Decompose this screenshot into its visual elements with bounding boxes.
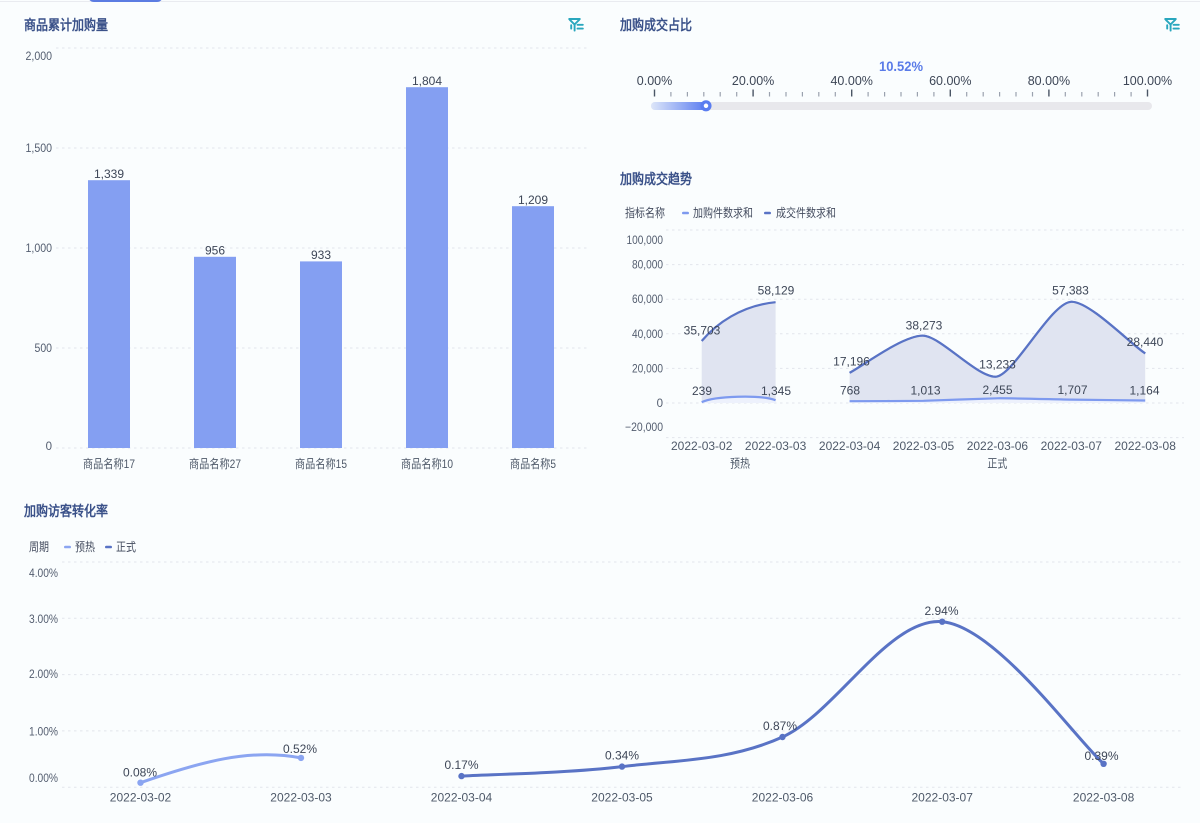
svg-text:2022-03-05: 2022-03-05 — [591, 791, 653, 805]
svg-text:60.00%: 60.00% — [929, 74, 971, 88]
svg-text:17,196: 17,196 — [833, 355, 870, 369]
svg-text:60,000: 60,000 — [632, 294, 663, 306]
svg-text:周期: 周期 — [29, 540, 49, 554]
svg-text:2,455: 2,455 — [982, 383, 1012, 397]
svg-text:13,233: 13,233 — [979, 358, 1016, 372]
svg-text:成交件数求和: 成交件数求和 — [776, 205, 836, 220]
svg-text:0: 0 — [657, 398, 663, 410]
svg-text:0.08%: 0.08% — [123, 766, 157, 780]
svg-text:2.94%: 2.94% — [924, 604, 958, 618]
svg-text:40.00%: 40.00% — [830, 74, 872, 88]
svg-text:80,000: 80,000 — [632, 260, 663, 272]
svg-text:0.00%: 0.00% — [29, 773, 58, 785]
svg-text:商品名称27: 商品名称27 — [189, 456, 241, 471]
svg-text:商品名称10: 商品名称10 — [401, 456, 453, 471]
svg-text:2022-03-04: 2022-03-04 — [819, 439, 881, 453]
svg-text:2,000: 2,000 — [26, 51, 53, 63]
svg-text:正式: 正式 — [987, 457, 1007, 471]
svg-text:加购成交趋势: 加购成交趋势 — [619, 171, 692, 187]
svg-text:2.00%: 2.00% — [29, 669, 58, 681]
svg-text:指标名称: 指标名称 — [625, 205, 665, 220]
svg-text:57,383: 57,383 — [1052, 284, 1089, 298]
svg-text:40,000: 40,000 — [632, 329, 663, 341]
svg-text:商品名称17: 商品名称17 — [83, 456, 135, 471]
svg-text:3.00%: 3.00% — [29, 614, 58, 626]
svg-text:商品名称5: 商品名称5 — [510, 456, 556, 471]
svg-text:80.00%: 80.00% — [1028, 74, 1070, 88]
svg-text:商品累计加购量: 商品累计加购量 — [24, 17, 108, 33]
svg-text:933: 933 — [311, 248, 331, 262]
svg-text:100.00%: 100.00% — [1123, 74, 1172, 88]
svg-text:加购访客转化率: 加购访客转化率 — [23, 503, 108, 519]
svg-text:预热: 预热 — [730, 457, 750, 471]
svg-text:商品名称15: 商品名称15 — [295, 456, 347, 471]
svg-text:2022-03-02: 2022-03-02 — [110, 791, 172, 805]
svg-text:2022-03-07: 2022-03-07 — [912, 791, 974, 805]
svg-text:−20,000: −20,000 — [625, 422, 663, 434]
svg-text:1,013: 1,013 — [910, 384, 940, 398]
svg-text:28,440: 28,440 — [1127, 335, 1164, 349]
svg-text:0.00%: 0.00% — [637, 74, 672, 88]
svg-text:0.52%: 0.52% — [283, 742, 317, 756]
svg-text:加购件数求和: 加购件数求和 — [693, 205, 753, 220]
svg-text:35,703: 35,703 — [684, 324, 721, 338]
svg-text:4.00%: 4.00% — [29, 568, 58, 580]
svg-text:2022-03-03: 2022-03-03 — [745, 439, 807, 453]
svg-text:2022-03-03: 2022-03-03 — [270, 791, 332, 805]
svg-text:0.87%: 0.87% — [763, 719, 797, 733]
svg-text:500: 500 — [35, 343, 53, 355]
svg-text:768: 768 — [840, 384, 860, 398]
svg-text:1,164: 1,164 — [1129, 384, 1159, 398]
svg-text:0: 0 — [46, 441, 52, 453]
svg-text:0.34%: 0.34% — [605, 749, 639, 763]
svg-text:38,273: 38,273 — [906, 319, 943, 333]
svg-text:239: 239 — [692, 384, 712, 398]
svg-text:2022-03-06: 2022-03-06 — [967, 439, 1029, 453]
svg-text:加购成交占比: 加购成交占比 — [619, 17, 692, 33]
svg-text:58,129: 58,129 — [758, 284, 795, 298]
svg-text:20.00%: 20.00% — [732, 74, 774, 88]
svg-text:2022-03-04: 2022-03-04 — [431, 791, 493, 805]
svg-text:1,000: 1,000 — [26, 243, 53, 255]
svg-text:1.00%: 1.00% — [29, 727, 58, 739]
svg-text:1,209: 1,209 — [518, 193, 548, 207]
svg-text:956: 956 — [205, 244, 225, 258]
svg-text:2022-03-05: 2022-03-05 — [893, 439, 955, 453]
svg-text:2022-03-08: 2022-03-08 — [1115, 439, 1177, 453]
svg-text:20,000: 20,000 — [632, 363, 663, 375]
svg-text:100,000: 100,000 — [627, 235, 664, 247]
svg-text:2022-03-08: 2022-03-08 — [1073, 791, 1135, 805]
svg-text:1,500: 1,500 — [26, 143, 53, 155]
svg-text:2022-03-02: 2022-03-02 — [671, 439, 733, 453]
svg-text:0.17%: 0.17% — [444, 758, 478, 772]
svg-text:0.39%: 0.39% — [1084, 749, 1118, 763]
svg-text:2022-03-07: 2022-03-07 — [1041, 439, 1103, 453]
svg-text:10.52%: 10.52% — [879, 58, 924, 74]
svg-text:2022-03-06: 2022-03-06 — [752, 791, 814, 805]
svg-text:1,339: 1,339 — [94, 167, 124, 181]
svg-text:正式: 正式 — [116, 540, 136, 554]
svg-text:1,707: 1,707 — [1057, 383, 1087, 397]
svg-text:1,345: 1,345 — [761, 384, 791, 398]
svg-text:预热: 预热 — [75, 540, 95, 554]
svg-text:1,804: 1,804 — [412, 74, 442, 88]
